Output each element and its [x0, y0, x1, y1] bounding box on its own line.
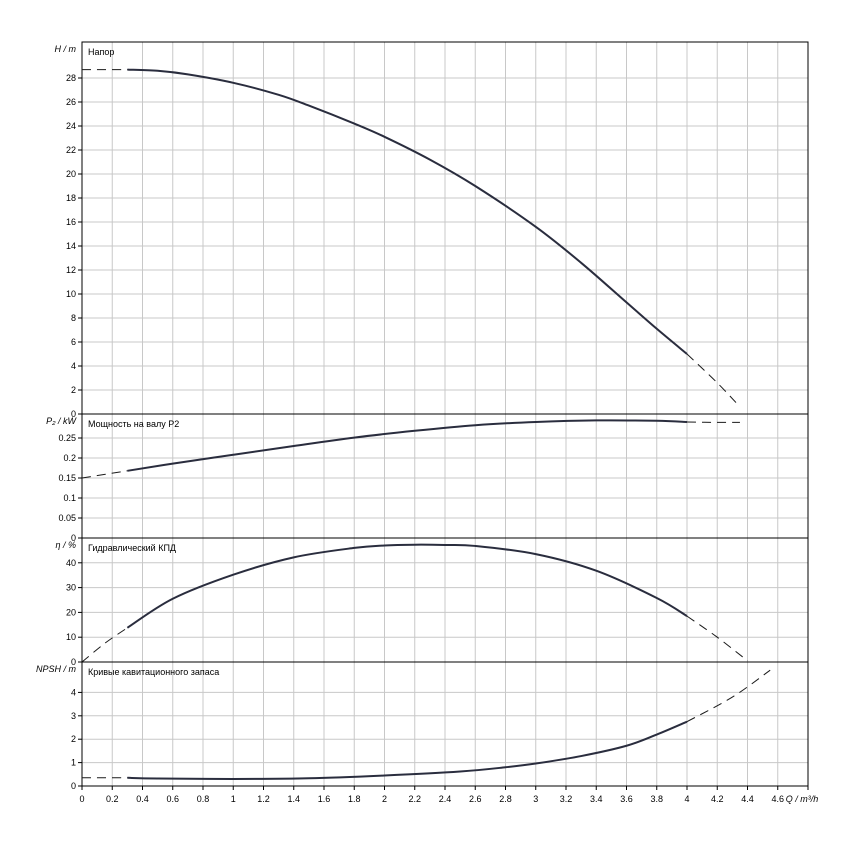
panel-title: Напор — [88, 47, 114, 57]
panel-title: Кривые кавитационного запаса — [88, 667, 219, 677]
y-tick-label: 0.15 — [58, 473, 76, 483]
y-tick-label: 26 — [66, 97, 76, 107]
y-tick-label: 2 — [71, 734, 76, 744]
y-tick-label: 0.25 — [58, 433, 76, 443]
x-tick-label: 3.6 — [620, 794, 633, 804]
y-axis-label: H / m — [55, 44, 77, 54]
y-tick-label: 10 — [66, 632, 76, 642]
curve-operating-range — [127, 720, 688, 780]
y-tick-label: 28 — [66, 73, 76, 83]
x-tick-label: 2.8 — [499, 794, 512, 804]
x-tick-label: 2.6 — [469, 794, 482, 804]
x-tick-label: 2.4 — [439, 794, 452, 804]
y-tick-label: 20 — [66, 169, 76, 179]
x-tick-label: 4.2 — [711, 794, 724, 804]
curve-extrapolated-left — [81, 470, 128, 479]
y-tick-label: 24 — [66, 121, 76, 131]
x-tick-label: 1.4 — [287, 794, 300, 804]
x-tick-label: 2 — [382, 794, 387, 804]
x-tick-label: 4.4 — [741, 794, 754, 804]
x-tick-label: 3.2 — [560, 794, 573, 804]
y-tick-label: 20 — [66, 607, 76, 617]
y-axis-label: NPSH / m — [36, 664, 77, 674]
y-tick-label: 12 — [66, 265, 76, 275]
y-tick-label: 22 — [66, 145, 76, 155]
y-tick-label: 0 — [71, 781, 76, 791]
x-tick-label: 4 — [684, 794, 689, 804]
panel-title: Гидравлический КПД — [88, 543, 176, 553]
y-tick-label: 4 — [71, 361, 76, 371]
y-tick-label: 0.2 — [63, 453, 76, 463]
y-tick-label: 2 — [71, 385, 76, 395]
y-tick-label: 6 — [71, 337, 76, 347]
x-tick-label: 0 — [79, 794, 84, 804]
curve-extrapolated-left — [81, 627, 128, 663]
curve-extrapolated-right — [686, 669, 771, 723]
y-tick-label: 0 — [71, 533, 76, 543]
x-tick-label: 0.4 — [136, 794, 149, 804]
x-tick-label: 1.6 — [318, 794, 331, 804]
x-tick-label: 0.6 — [166, 794, 179, 804]
y-axis-label: P₂ / kW — [46, 416, 77, 426]
y-tick-label: 4 — [71, 687, 76, 697]
x-tick-label: 2.2 — [408, 794, 421, 804]
x-tick-label: 3 — [533, 794, 538, 804]
y-tick-label: 0.05 — [58, 513, 76, 523]
y-tick-label: 1 — [71, 758, 76, 768]
panel-title: Мощность на валу P2 — [88, 419, 179, 429]
x-tick-label: 0.8 — [197, 794, 210, 804]
curve-extrapolated-right — [686, 615, 748, 662]
y-tick-label: 0.1 — [63, 493, 76, 503]
y-tick-label: 10 — [66, 289, 76, 299]
y-tick-label: 0 — [71, 657, 76, 667]
y-tick-label: 14 — [66, 241, 76, 251]
y-tick-label: 18 — [66, 193, 76, 203]
y-tick-label: 40 — [66, 558, 76, 568]
y-tick-label: 30 — [66, 583, 76, 593]
x-axis-label: Q / m³/h — [786, 794, 819, 804]
x-tick-label: 4.6 — [771, 794, 784, 804]
x-tick-label: 3.8 — [650, 794, 663, 804]
x-tick-label: 1.2 — [257, 794, 270, 804]
y-tick-label: 8 — [71, 313, 76, 323]
y-tick-label: 0 — [71, 409, 76, 419]
y-tick-label: 16 — [66, 217, 76, 227]
x-tick-label: 1.8 — [348, 794, 361, 804]
curve-operating-range — [127, 419, 688, 472]
x-tick-label: 0.2 — [106, 794, 119, 804]
y-axis-label: η / % — [55, 540, 76, 550]
curve-operating-range — [127, 68, 688, 355]
y-tick-label: 3 — [71, 711, 76, 721]
x-tick-label: 3.4 — [590, 794, 603, 804]
x-tick-label: 1 — [231, 794, 236, 804]
curve-extrapolated-right — [686, 353, 741, 408]
curve-operating-range — [126, 543, 688, 629]
